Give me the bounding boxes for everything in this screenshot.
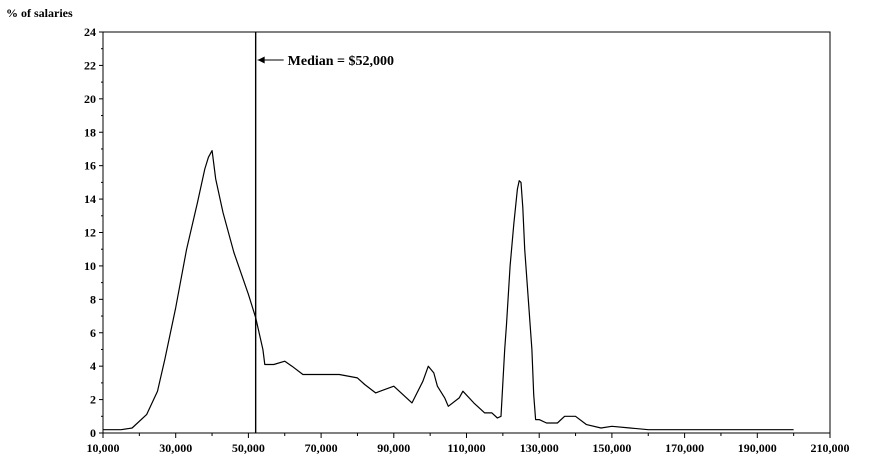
x-tick-label: 150,000	[592, 441, 631, 455]
x-tick-label: 30,000	[159, 441, 192, 455]
y-tick-label: 4	[90, 359, 96, 373]
y-tick-label: 22	[84, 58, 96, 72]
x-tick-label: 170,000	[665, 441, 704, 455]
x-tick-label: 10,000	[87, 441, 120, 455]
y-tick-label: 8	[90, 292, 96, 306]
y-tick-label: 6	[90, 326, 96, 340]
x-tick-label: 190,000	[738, 441, 777, 455]
median-label: Median = $52,000	[288, 54, 394, 69]
y-axis-label: % of salaries	[6, 6, 73, 20]
x-tick-label: 70,000	[305, 441, 338, 455]
y-tick-label: 10	[84, 259, 96, 273]
y-tick-label: 20	[84, 92, 96, 106]
y-tick-label: 12	[84, 226, 96, 240]
y-tick-label: 14	[84, 192, 96, 206]
y-tick-label: 0	[90, 426, 96, 440]
y-tick-label: 24	[84, 25, 96, 39]
x-tick-label: 210,000	[811, 441, 850, 455]
y-tick-label: 16	[84, 159, 96, 173]
x-tick-label: 110,000	[447, 441, 485, 455]
x-tick-label: 50,000	[232, 441, 265, 455]
median-arrow-head	[257, 56, 265, 64]
x-tick-label: 130,000	[520, 441, 559, 455]
x-tick-label: 90,000	[377, 441, 410, 455]
y-tick-label: 2	[90, 393, 96, 407]
y-tick-label: 18	[84, 125, 96, 139]
plot-frame	[102, 31, 831, 434]
series-line	[103, 150, 794, 431]
